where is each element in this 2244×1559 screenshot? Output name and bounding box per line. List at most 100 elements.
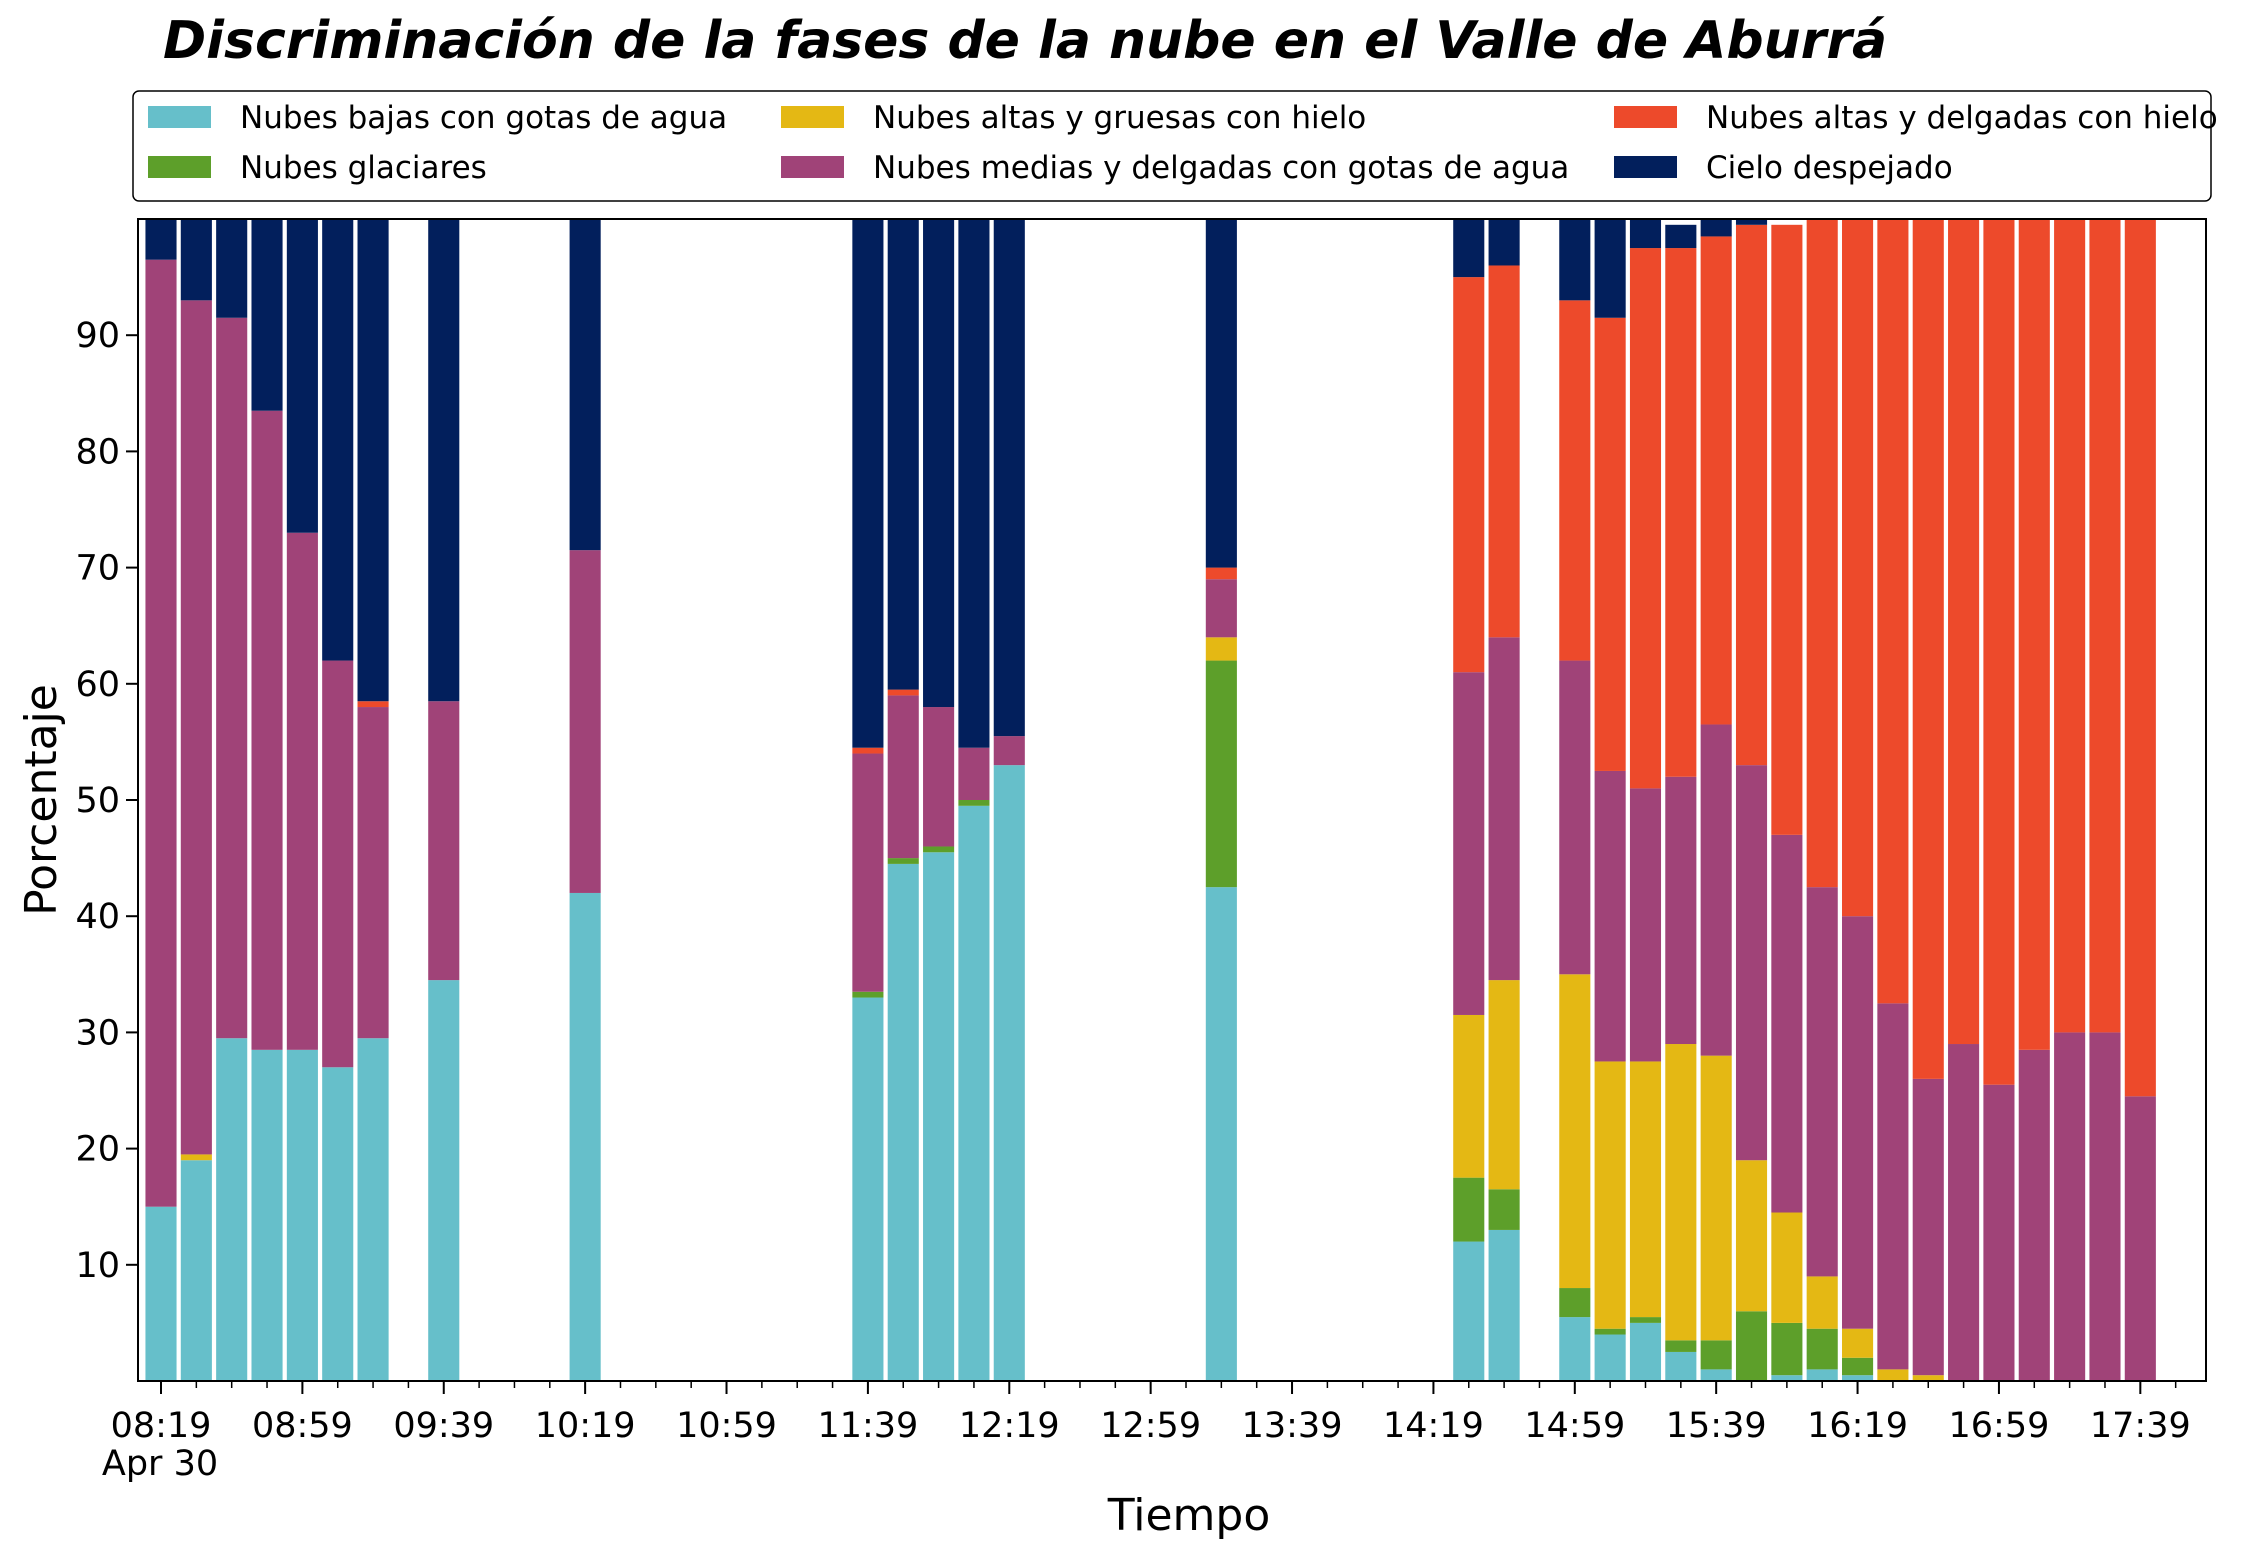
bar-segment-3-1439 xyxy=(1488,980,1520,1190)
bar-segment-5-1459 xyxy=(1559,300,1591,661)
bar-segment-4-0919 xyxy=(357,707,389,1039)
bar-segment-4-0819 xyxy=(145,259,177,1207)
bar-segment-5-1319 xyxy=(1205,567,1237,580)
bar-segment-4-1139 xyxy=(852,753,884,992)
bar-segment-6-1159 xyxy=(923,219,955,708)
bar-segment-3-1609 xyxy=(1806,1276,1838,1329)
x-tick-label: 08:19 xyxy=(111,1406,212,1446)
bar-segment-4-0849 xyxy=(251,410,283,1050)
bar-segment-5-1559 xyxy=(1771,224,1803,835)
bar-segment-1-0819 xyxy=(145,1206,177,1381)
bar-segment-1-1159 xyxy=(923,852,955,1381)
bar-segment-2-1519 xyxy=(1629,1317,1662,1323)
bar-segment-5-1149 xyxy=(887,689,919,696)
bar-segment-2-1319 xyxy=(1205,660,1237,888)
bar-segment-5-1519 xyxy=(1629,248,1662,789)
bar-segment-5-1139 xyxy=(852,747,884,754)
bar-segment-2-1609 xyxy=(1806,1328,1838,1370)
bar-segment-4-1659 xyxy=(1983,1084,2015,1381)
bar-segment-3-1539 xyxy=(1700,1055,1732,1341)
bar-segment-4-1539 xyxy=(1700,724,1732,1056)
bar-segment-5-1619 xyxy=(1842,219,1874,917)
bar-segment-4-0859 xyxy=(286,532,318,1050)
bar-segment-3-1429 xyxy=(1453,1014,1485,1178)
bar-segment-4-1609 xyxy=(1806,887,1838,1277)
bar-segment-6-1209 xyxy=(958,219,990,748)
bar-segment-6-0939 xyxy=(428,219,460,702)
bar-segment-3-1549 xyxy=(1735,1160,1768,1312)
bar-segment-6-1219 xyxy=(993,219,1025,737)
bar-segment-4-1459 xyxy=(1559,660,1591,975)
bar-segment-4-1319 xyxy=(1205,579,1237,638)
bar-segment-6-1019 xyxy=(569,219,601,551)
bar-segment-3-1629 xyxy=(1877,1369,1909,1381)
x-tick-label: 12:59 xyxy=(1100,1406,1201,1446)
bar-segment-5-1429 xyxy=(1453,277,1485,673)
x-date-label: Apr 30 xyxy=(102,1444,218,1484)
y-tick-label: 50 xyxy=(75,781,120,821)
y-tick-label: 20 xyxy=(75,1130,120,1170)
bar-segment-1-0839 xyxy=(216,1038,248,1381)
bar-segment-1-0849 xyxy=(251,1049,283,1381)
y-axis: 10 20 30 40 50 60 70 80 90 xyxy=(75,316,138,1286)
legend-label-3: Nubes altas y gruesas con hielo xyxy=(873,100,1366,136)
x-axis-label: Tiempo xyxy=(1107,1490,1271,1541)
y-tick-label: 10 xyxy=(75,1246,120,1286)
legend-swatch-1 xyxy=(148,106,211,128)
bar-segment-3-0829 xyxy=(180,1154,212,1161)
bar-segment-2-1139 xyxy=(852,991,884,998)
bar-segment-1-1539 xyxy=(1700,1369,1732,1381)
x-tick-label: 17:39 xyxy=(2090,1406,2191,1446)
bar-segment-5-1649 xyxy=(1948,219,1980,1045)
plot-area: 10 20 30 40 50 60 70 80 90 08:19 08:59 09:39 10:19 1… xyxy=(75,218,2207,1446)
bar-segment-1-1559 xyxy=(1771,1375,1803,1381)
bar-segment-1-1529 xyxy=(1665,1351,1697,1381)
bar-segment-4-1159 xyxy=(923,707,955,847)
bar-segment-1-1609 xyxy=(1806,1369,1838,1381)
bar-segment-6-1439 xyxy=(1488,219,1520,266)
bar-segment-6-1529 xyxy=(1665,224,1697,249)
bar-segment-5-1629 xyxy=(1877,219,1909,1004)
bar-segment-2-1209 xyxy=(958,800,990,806)
bar-segment-6-1519 xyxy=(1629,219,1662,249)
bar-segment-6-1319 xyxy=(1205,219,1237,568)
bar-segment-5-1659 xyxy=(1983,219,2015,1085)
bar-segment-1-0859 xyxy=(286,1049,318,1381)
bar-segment-4-1549 xyxy=(1735,765,1768,1161)
bar-segment-1-0829 xyxy=(180,1160,212,1381)
bar-segment-5-1709 xyxy=(2018,219,2050,1050)
bar-segment-5-1729 xyxy=(2089,219,2121,1033)
bar-segment-4-1649 xyxy=(1948,1044,1980,1381)
bar-segment-2-1509 xyxy=(1594,1328,1626,1335)
bar-segment-3-1529 xyxy=(1665,1044,1697,1341)
x-tick-label: 08:59 xyxy=(252,1406,353,1446)
bar-segment-1-0939 xyxy=(428,980,460,1381)
bar-segment-3-1509 xyxy=(1594,1061,1626,1329)
bar-segment-1-1139 xyxy=(852,997,884,1381)
bar-segment-5-1739 xyxy=(2124,219,2156,1097)
legend-swatch-2 xyxy=(148,156,211,178)
bar-segment-2-1539 xyxy=(1700,1340,1732,1370)
bar-segment-2-1529 xyxy=(1665,1340,1697,1352)
bar-segment-3-1459 xyxy=(1559,974,1591,1289)
bar-segment-3-1519 xyxy=(1629,1061,1662,1318)
legend-swatch-5 xyxy=(1614,106,1677,128)
bar-segment-5-1609 xyxy=(1806,219,1838,888)
bar-segment-4-1149 xyxy=(887,695,919,859)
x-tick-label: 09:39 xyxy=(393,1406,494,1446)
bar-segment-2-1159 xyxy=(923,846,955,853)
y-tick-label: 40 xyxy=(75,897,120,937)
bars-layer xyxy=(145,219,2156,1381)
y-tick-label: 30 xyxy=(75,1013,120,1053)
bar-segment-4-1209 xyxy=(958,747,990,800)
bar-segment-1-1459 xyxy=(1559,1317,1591,1381)
bar-segment-4-1639 xyxy=(1912,1078,1944,1376)
bar-segment-4-1519 xyxy=(1629,788,1662,1062)
bar-segment-1-1319 xyxy=(1205,887,1237,1381)
bar-segment-4-1019 xyxy=(569,550,601,893)
bar-segment-1-1439 xyxy=(1488,1229,1520,1381)
x-tick-label: 15:39 xyxy=(1666,1406,1767,1446)
chart-title: Discriminación de la fases de la nube en… xyxy=(163,11,1887,71)
bar-segment-1-1619 xyxy=(1842,1375,1874,1381)
